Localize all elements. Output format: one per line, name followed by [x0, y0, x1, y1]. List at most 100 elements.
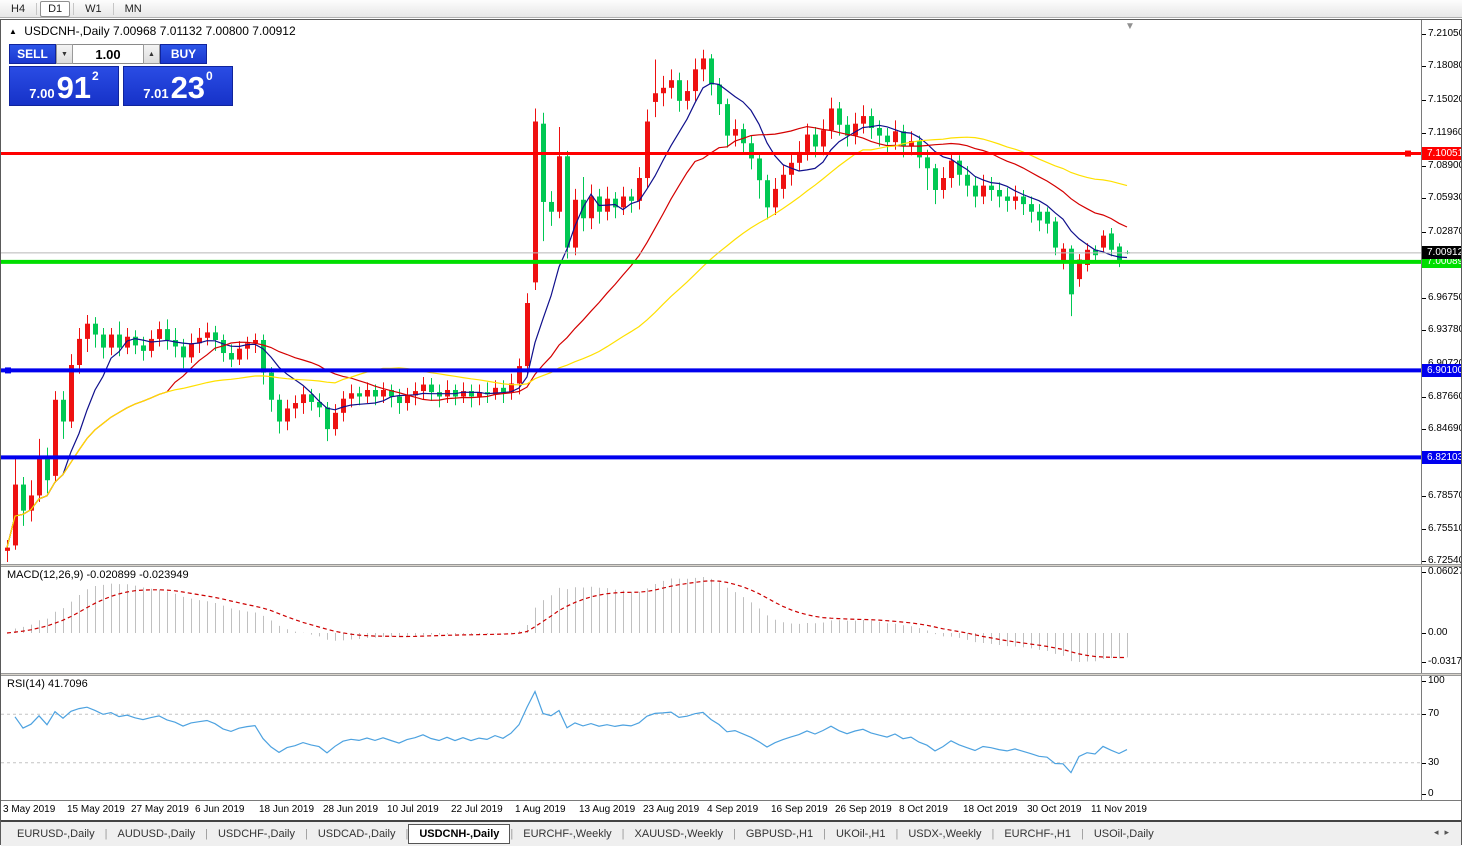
price-tick-label: 0 [1422, 788, 1461, 800]
buy-price-sup: 0 [206, 69, 213, 83]
timeframe-button-w1[interactable]: W1 [85, 2, 102, 15]
tick-dash [1422, 572, 1426, 573]
tick-dash [1422, 99, 1426, 101]
chart-window: ▲ USDCNH-,Daily 7.00968 7.01132 7.00800 … [0, 19, 1462, 846]
horizontal-line-objects[interactable] [1, 150, 1421, 460]
rsi-scale: 100 70 30 0 [1421, 676, 1461, 800]
macd-scale: 0.060273 0.00 -0.031725 [1421, 567, 1461, 673]
tab-usdcnh-daily[interactable]: USDCNH-,Daily [408, 824, 511, 844]
tick-text: 6.96750 [1428, 292, 1461, 304]
macd-panel[interactable]: MACD(12,26,9) -0.020899 -0.023949 0.0602… [1, 567, 1461, 673]
tick-dash [1422, 633, 1426, 634]
tab-eurusd-daily[interactable]: EURUSD-,Daily [17, 828, 95, 840]
price-tick-label: 6.93780 [1422, 324, 1461, 336]
price-tick-label: 7.11960 [1422, 127, 1461, 139]
date-label: 4 Sep 2019 [707, 804, 759, 815]
tick-text: 0.060273 [1428, 567, 1461, 577]
hline-anchor-marker [5, 367, 11, 374]
timeframe-button-d1[interactable]: D1 [40, 0, 71, 17]
candlestick-chart [1, 49, 1421, 562]
price-tick-label: 100 [1422, 676, 1461, 687]
timeframe-button-mn[interactable]: MN [124, 2, 142, 15]
tab-usdchf-daily[interactable]: USDCHF-,Daily [217, 828, 295, 840]
chart-shift-marker-icon[interactable]: ▼ [1125, 21, 1135, 32]
tab-xauusd-weekly[interactable]: XAUUSD-,Weekly [634, 828, 723, 840]
tick-text: 6.78570 [1428, 489, 1461, 501]
buy-button[interactable]: BUY [160, 44, 207, 64]
tab-eurchf-weekly[interactable]: EURCHF-,Weekly [523, 828, 612, 840]
tab-gbpusd-h1[interactable]: GBPUSD-,H1 [745, 828, 814, 840]
candlesticks [5, 49, 1130, 562]
tick-dash [1422, 714, 1426, 716]
tab-separator: | [991, 828, 995, 840]
tab-ukoil-h1[interactable]: UKOil-,H1 [835, 828, 886, 840]
window-splitter[interactable] [1, 564, 1461, 567]
sell-price-box[interactable]: 7.00 91 2 [9, 66, 119, 106]
sell-price-prefix: 7.00 [29, 86, 55, 101]
tick-text: 6.87660 [1428, 390, 1461, 402]
price-tick-label: 6.75510 [1422, 523, 1461, 535]
volume-increase-button[interactable]: ▲ [143, 44, 160, 64]
macd-histogram [15, 577, 1128, 662]
price-tick-label: 7.15020 [1422, 94, 1461, 106]
tab-scroll-right-icon[interactable]: ▸ [1444, 827, 1455, 837]
volume-input[interactable] [73, 44, 143, 64]
tab-scroll-arrows[interactable]: ◂▸ [1434, 827, 1455, 838]
tab-usdcad-daily[interactable]: USDCAD-,Daily [317, 828, 396, 840]
buy-price-box[interactable]: 7.01 23 0 [123, 66, 233, 106]
tab-separator: | [104, 828, 108, 840]
collapse-icon[interactable]: ▲ [9, 27, 17, 36]
price-scale[interactable]: 7.21050 7.18080 7.15020 7.11960 7.08900 7.059… [1421, 20, 1461, 564]
buy-price-big: 23 [170, 70, 206, 105]
price-tick-label: 70 [1422, 708, 1461, 720]
sell-button[interactable]: SELL [9, 44, 56, 64]
tab-separator: | [405, 828, 409, 840]
toolbar-separator [112, 2, 114, 15]
timeframe-button-h4[interactable]: H4 [11, 2, 26, 15]
tab-separator: | [895, 828, 899, 840]
tick-dash [1422, 495, 1426, 497]
window-splitter[interactable] [1, 673, 1461, 676]
price-tick-label: 6.87660 [1422, 391, 1461, 403]
tab-separator: | [510, 828, 514, 840]
tick-dash [1422, 166, 1426, 168]
ma-21-line [6, 125, 1128, 548]
price-tick-label: 7.02870 [1422, 226, 1461, 238]
tick-text: 0.00 [1428, 627, 1448, 638]
rsi-panel[interactable]: RSI(14) 41.7096 100 70 30 0 [1, 676, 1461, 800]
price-tag-6.90100: 6.90100 [1422, 363, 1461, 377]
rsi-label: RSI(14) 41.7096 [7, 678, 88, 690]
tick-text: 7.21050 [1428, 28, 1461, 39]
tab-separator: | [732, 828, 736, 840]
tab-audusd-daily[interactable]: AUDUSD-,Daily [117, 828, 196, 840]
tab-scroll-left-icon[interactable]: ◂ [1433, 827, 1445, 837]
price-tick-label: 0.060273 [1422, 567, 1461, 578]
sell-price-big: 91 [56, 70, 92, 105]
date-label: 30 Oct 2019 [1027, 804, 1082, 815]
tab-usoil-daily[interactable]: USOil-,Daily [1093, 828, 1154, 840]
chart-tab-bar: EURUSD-,Daily | AUDUSD-,Daily | USDCHF-,Dail… [1, 822, 1461, 846]
macd-signal-line [6, 580, 1127, 659]
time-axis[interactable]: 3 May 2019 15 May 2019 27 May 2019 6 Jun 20… [1, 800, 1461, 822]
date-label: 27 May 2019 [131, 804, 189, 815]
rsi-value: 41.7096 [47, 678, 88, 690]
tick-dash [1422, 429, 1426, 431]
tick-text: 7.18080 [1428, 60, 1461, 72]
price-chart-panel[interactable]: ▲ USDCNH-,Daily 7.00968 7.01132 7.00800 … [1, 20, 1461, 564]
tick-text: 6.75510 [1428, 523, 1461, 535]
rsi-line [14, 689, 1128, 774]
tick-text: -0.031725 [1428, 656, 1461, 667]
macd-label: MACD(12,26,9) -0.020899 -0.023949 [7, 569, 189, 581]
symbol-period-label: USDCNH-,Daily [24, 24, 110, 38]
tick-text: 70 [1428, 708, 1440, 720]
date-label: 15 May 2019 [67, 804, 125, 815]
date-label: 18 Oct 2019 [963, 804, 1018, 815]
price-tag-6.82103: 6.82103 [1422, 450, 1461, 464]
tick-dash [1422, 681, 1426, 682]
date-label: 23 Aug 2019 [643, 804, 700, 815]
tab-usdx-weekly[interactable]: USDX-,Weekly [908, 828, 982, 840]
tab-eurchf-h1[interactable]: EURCHF-,H1 [1004, 828, 1071, 840]
volume-decrease-button[interactable]: ▼ [56, 44, 73, 64]
date-label: 11 Nov 2019 [1091, 804, 1147, 815]
tick-text: 0 [1428, 788, 1434, 799]
